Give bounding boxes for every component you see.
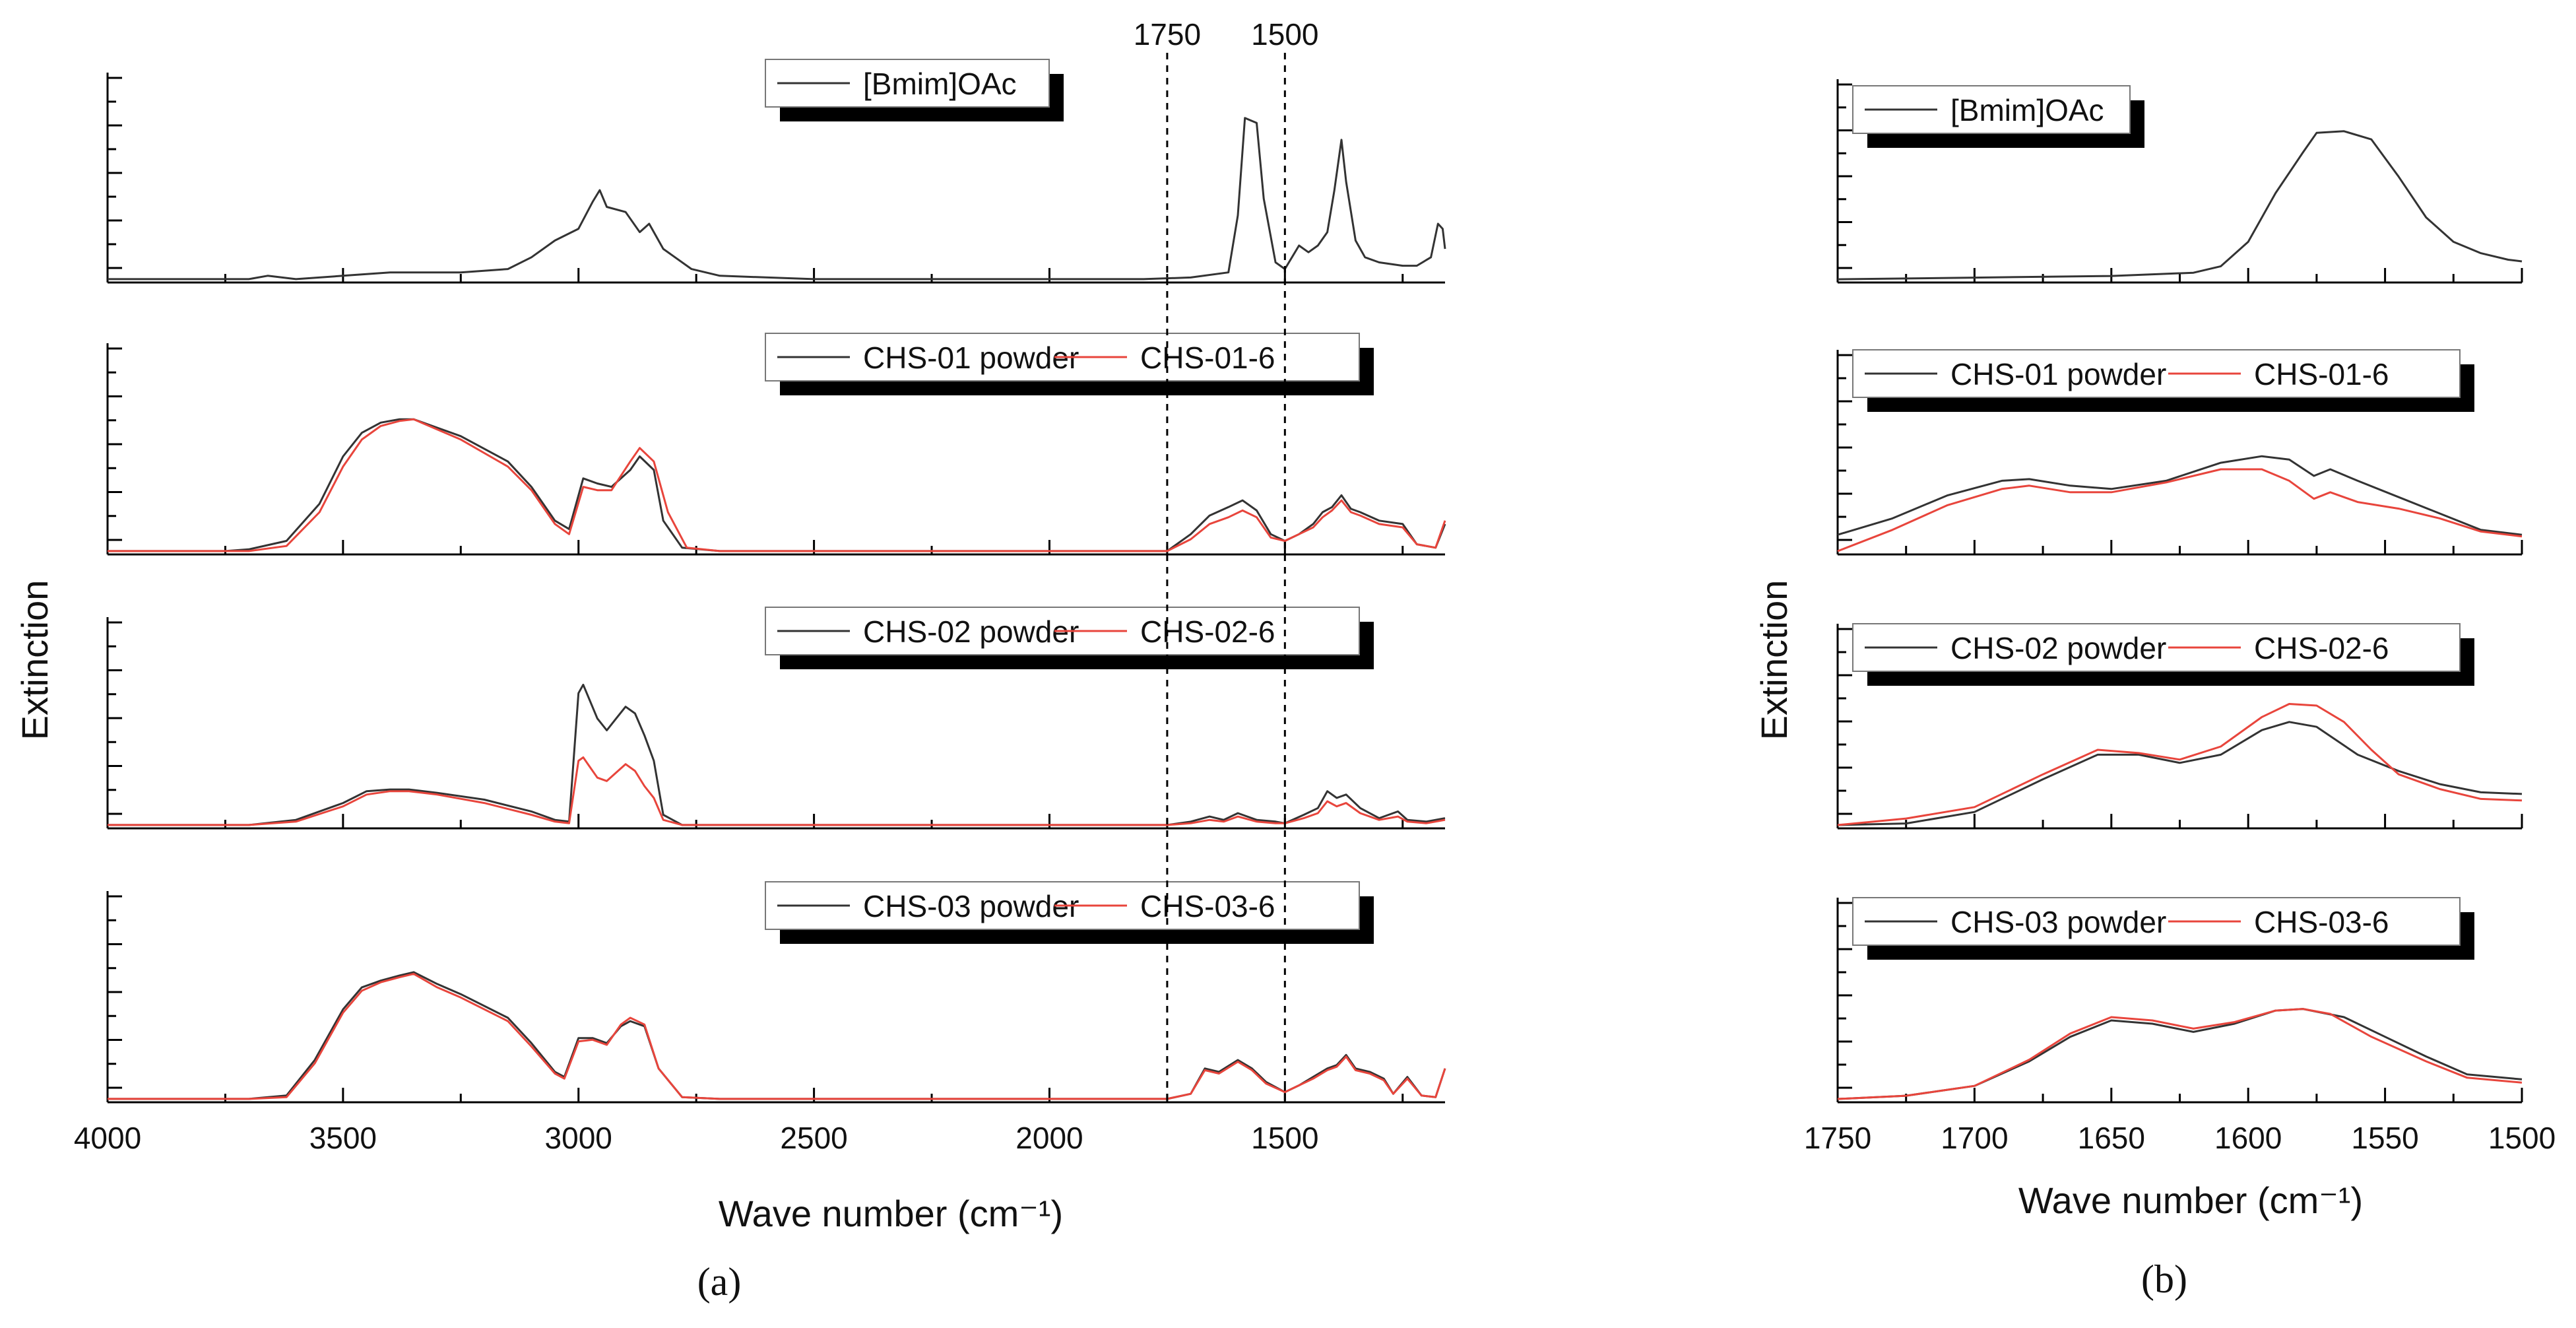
x-tick-label: 1750 [1804,1121,1871,1155]
series-line-black [1837,455,2523,536]
x-tick-label: 1700 [1941,1121,2008,1155]
legend: CHS-01 powder CHS-01-6 [1852,349,2474,412]
subplot-3: CHS-02 powder CHS-02-6 [106,607,1446,830]
legend-label: CHS-01 powder [863,341,1079,375]
legend-label: CHS-01-6 [2254,357,2389,391]
legend: CHS-01 powder CHS-01-6 [765,333,1374,395]
legend-label: CHS-02 powder [1950,631,2166,665]
legend-label: [Bmim]OAc [1950,93,2104,127]
series-line-red [108,756,1446,826]
series-line-black [108,418,1446,552]
legend-label: CHS-03-6 [2254,905,2389,939]
panel-b-xlabel: Wave number (cm⁻¹) [2018,1179,2363,1221]
x-tick-label: 1600 [2214,1121,2282,1155]
subplot-1: [Bmim]OAc [106,59,1446,284]
legend-label: CHS-03-6 [1140,889,1275,923]
series-line-red [108,418,1446,552]
series-line-red [1837,703,2523,826]
x-tick-label: 3000 [545,1121,612,1155]
x-tick-label: 2500 [780,1121,847,1155]
reference-line-label: 1750 [1134,17,1201,51]
x-tick-label: 2000 [1015,1121,1083,1155]
legend-label: CHS-02 powder [863,614,1079,649]
x-tick-label: 4000 [74,1121,141,1155]
legend-box [1852,897,2461,946]
series-line-red [1837,468,2523,552]
legend: CHS-03 powder CHS-03-6 [765,881,1374,944]
x-tick-label: 1500 [1251,1121,1318,1155]
panel-b-label: (b) [2141,1257,2187,1301]
series-line-red [1837,1008,2523,1100]
x-tick-label: 3500 [309,1121,377,1155]
legend-label: CHS-01-6 [1140,341,1275,375]
panel-a-label: (a) [697,1260,742,1304]
legend-label: CHS-03 powder [863,889,1079,923]
panel-a-ylabel: Extinction [14,580,55,741]
legend-box [1852,349,2461,398]
panel-a-plot: [Bmim]OAc CHS-01 powder CHS-01-6 CHS-02 pow… [74,17,1446,1155]
series-line-red [108,972,1446,1100]
legend-label: CHS-02-6 [1140,614,1275,649]
subplot-2: CHS-01 powder CHS-01-6 [1836,349,2523,556]
panel-b-plot: [Bmim]OAc CHS-01 powder CHS-01-6 CHS-02 pow… [1804,79,2556,1155]
series-line-black [1837,130,2523,281]
series-line-black [108,971,1446,1100]
legend: [Bmim]OAc [765,59,1064,121]
series-line-black [1837,1008,2523,1100]
series-line-black [1837,721,2523,826]
x-tick-label: 1550 [2351,1121,2418,1155]
legend-label: CHS-02-6 [2254,631,2389,665]
legend: CHS-02 powder CHS-02-6 [1852,623,2474,686]
panel-b-ylabel: Extinction [1753,580,1795,741]
legend-label: [Bmim]OAc [863,67,1017,101]
reference-line-label: 1500 [1251,17,1318,51]
x-tick-label: 1650 [2078,1121,2145,1155]
legend-box [1852,623,2461,672]
legend: CHS-02 powder CHS-02-6 [765,607,1374,669]
series-line-black [108,683,1446,826]
subplot-1: [Bmim]OAc [1836,79,2523,284]
subplot-3: CHS-02 powder CHS-02-6 [1836,623,2523,830]
panel-a-xlabel: Wave number (cm⁻¹) [719,1193,1063,1234]
legend-label: CHS-01 powder [1950,357,2166,391]
x-tick-label: 1500 [2488,1121,2556,1155]
subplot-2: CHS-01 powder CHS-01-6 [106,333,1446,556]
legend: [Bmim]OAc [1852,85,2144,148]
legend-label: CHS-03 powder [1950,905,2166,939]
series-line-black [108,117,1446,281]
legend: CHS-03 powder CHS-03-6 [1852,897,2474,960]
